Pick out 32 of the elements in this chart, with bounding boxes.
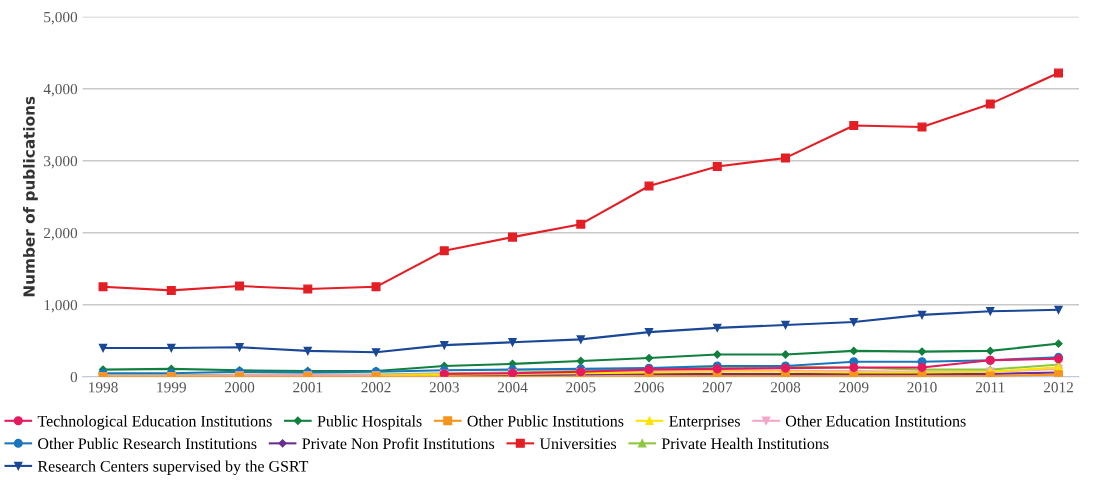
x-tick-label: 2001 bbox=[293, 382, 323, 393]
y-tick-label: 4,000 bbox=[43, 83, 78, 97]
x-tick-label: 2009 bbox=[839, 382, 869, 393]
x-tick-label: 2008 bbox=[770, 382, 801, 393]
y-tick-label: 1,000 bbox=[44, 299, 78, 313]
legend-label: Other Education Institutions bbox=[785, 415, 966, 427]
legend-label: Other Public Research Institutions bbox=[38, 437, 257, 450]
y-tick-label: 0 bbox=[70, 371, 78, 383]
y-tick-label: 3,000 bbox=[44, 155, 78, 169]
legend-label: Technological Education Institutions bbox=[37, 415, 272, 430]
legend-label: Research Centers supervised by the GSRT bbox=[37, 460, 309, 475]
legend-label: Private Non Profit Institutions bbox=[302, 437, 495, 450]
x-tick-label: 2010 bbox=[907, 382, 937, 393]
x-tick-label: 2000 bbox=[224, 382, 255, 393]
y-tick-label: 5,000 bbox=[44, 11, 78, 25]
y-axis-title: Number of publications bbox=[23, 96, 38, 297]
x-tick-label: 2011 bbox=[975, 382, 1005, 393]
legend-label: Private Health Institutions bbox=[661, 437, 829, 450]
legend-label: Other Public Institutions bbox=[467, 415, 624, 427]
x-tick-label: 2005 bbox=[566, 382, 596, 393]
x-tick-label: 1999 bbox=[157, 382, 186, 393]
x-tick-label: 2004 bbox=[497, 382, 528, 393]
y-tick-label: 2,000 bbox=[44, 227, 78, 241]
x-tick-label: 2012 bbox=[1043, 382, 1073, 393]
x-tick-label: 1998 bbox=[89, 382, 118, 393]
legend-label: Universities bbox=[539, 438, 617, 450]
x-tick-label: 2006 bbox=[634, 382, 664, 393]
x-tick-label: 2003 bbox=[429, 382, 459, 393]
x-tick-label: 2007 bbox=[702, 382, 733, 393]
legend-label: Enterprises bbox=[669, 415, 740, 430]
legend-label: Public Hospitals bbox=[317, 415, 422, 430]
x-tick-label: 2002 bbox=[361, 382, 391, 393]
